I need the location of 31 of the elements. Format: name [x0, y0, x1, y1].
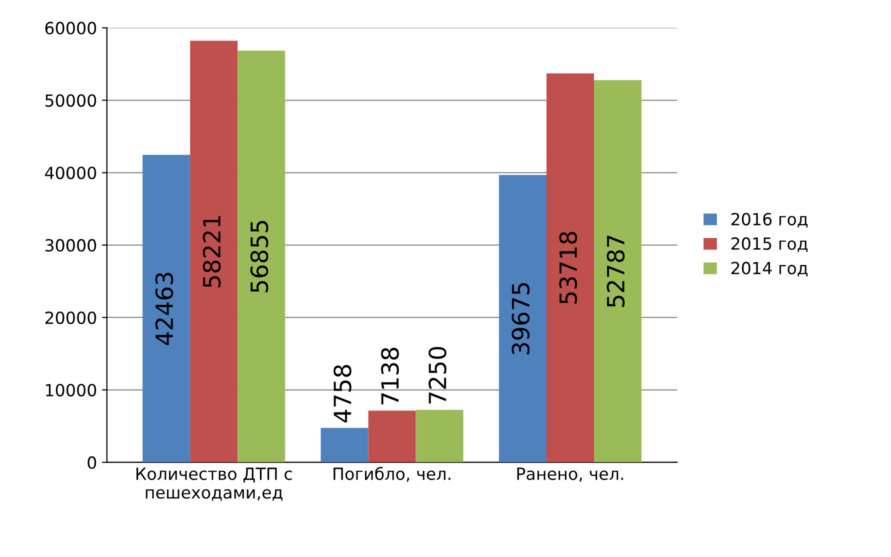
y-tick-label: 50000 [45, 94, 96, 107]
data-label: 52787 [606, 236, 625, 307]
data-label: 39675 [512, 283, 530, 354]
bar [238, 50, 286, 462]
bar [368, 410, 416, 462]
data-label: 58221 [202, 216, 221, 288]
bar [190, 40, 238, 462]
y-tick-label: 30000 [45, 239, 96, 252]
bar [142, 154, 190, 462]
data-label: 53718 [559, 232, 578, 304]
y-tick-label: 0 [88, 456, 96, 469]
y-tick-label: 40000 [44, 166, 96, 180]
y-tick-label: 60000 [45, 22, 96, 34]
legend-label: 2016 год [731, 212, 808, 228]
bar [546, 73, 594, 462]
y-tick-label: 10000 [46, 384, 96, 396]
data-label: 4758 [334, 365, 352, 422]
bar [416, 410, 464, 462]
bar [320, 428, 368, 462]
x-tick-label: Погибло, чел. [334, 466, 450, 482]
y-tick-label: 20000 [45, 311, 96, 324]
legend-label: 2014 год [731, 262, 808, 276]
x-tick-label: Ранено, чел. [517, 468, 624, 482]
bar [498, 175, 546, 462]
data-label: 56855 [250, 220, 268, 292]
x-tick-label: Количество ДТП с пешеходами,ед [136, 468, 292, 501]
legend-label: 2015 год [731, 237, 808, 252]
data-label: 7138 [381, 348, 399, 404]
data-label: 7250 [428, 346, 446, 404]
bar [594, 80, 642, 462]
data-label: 42463 [155, 272, 174, 345]
